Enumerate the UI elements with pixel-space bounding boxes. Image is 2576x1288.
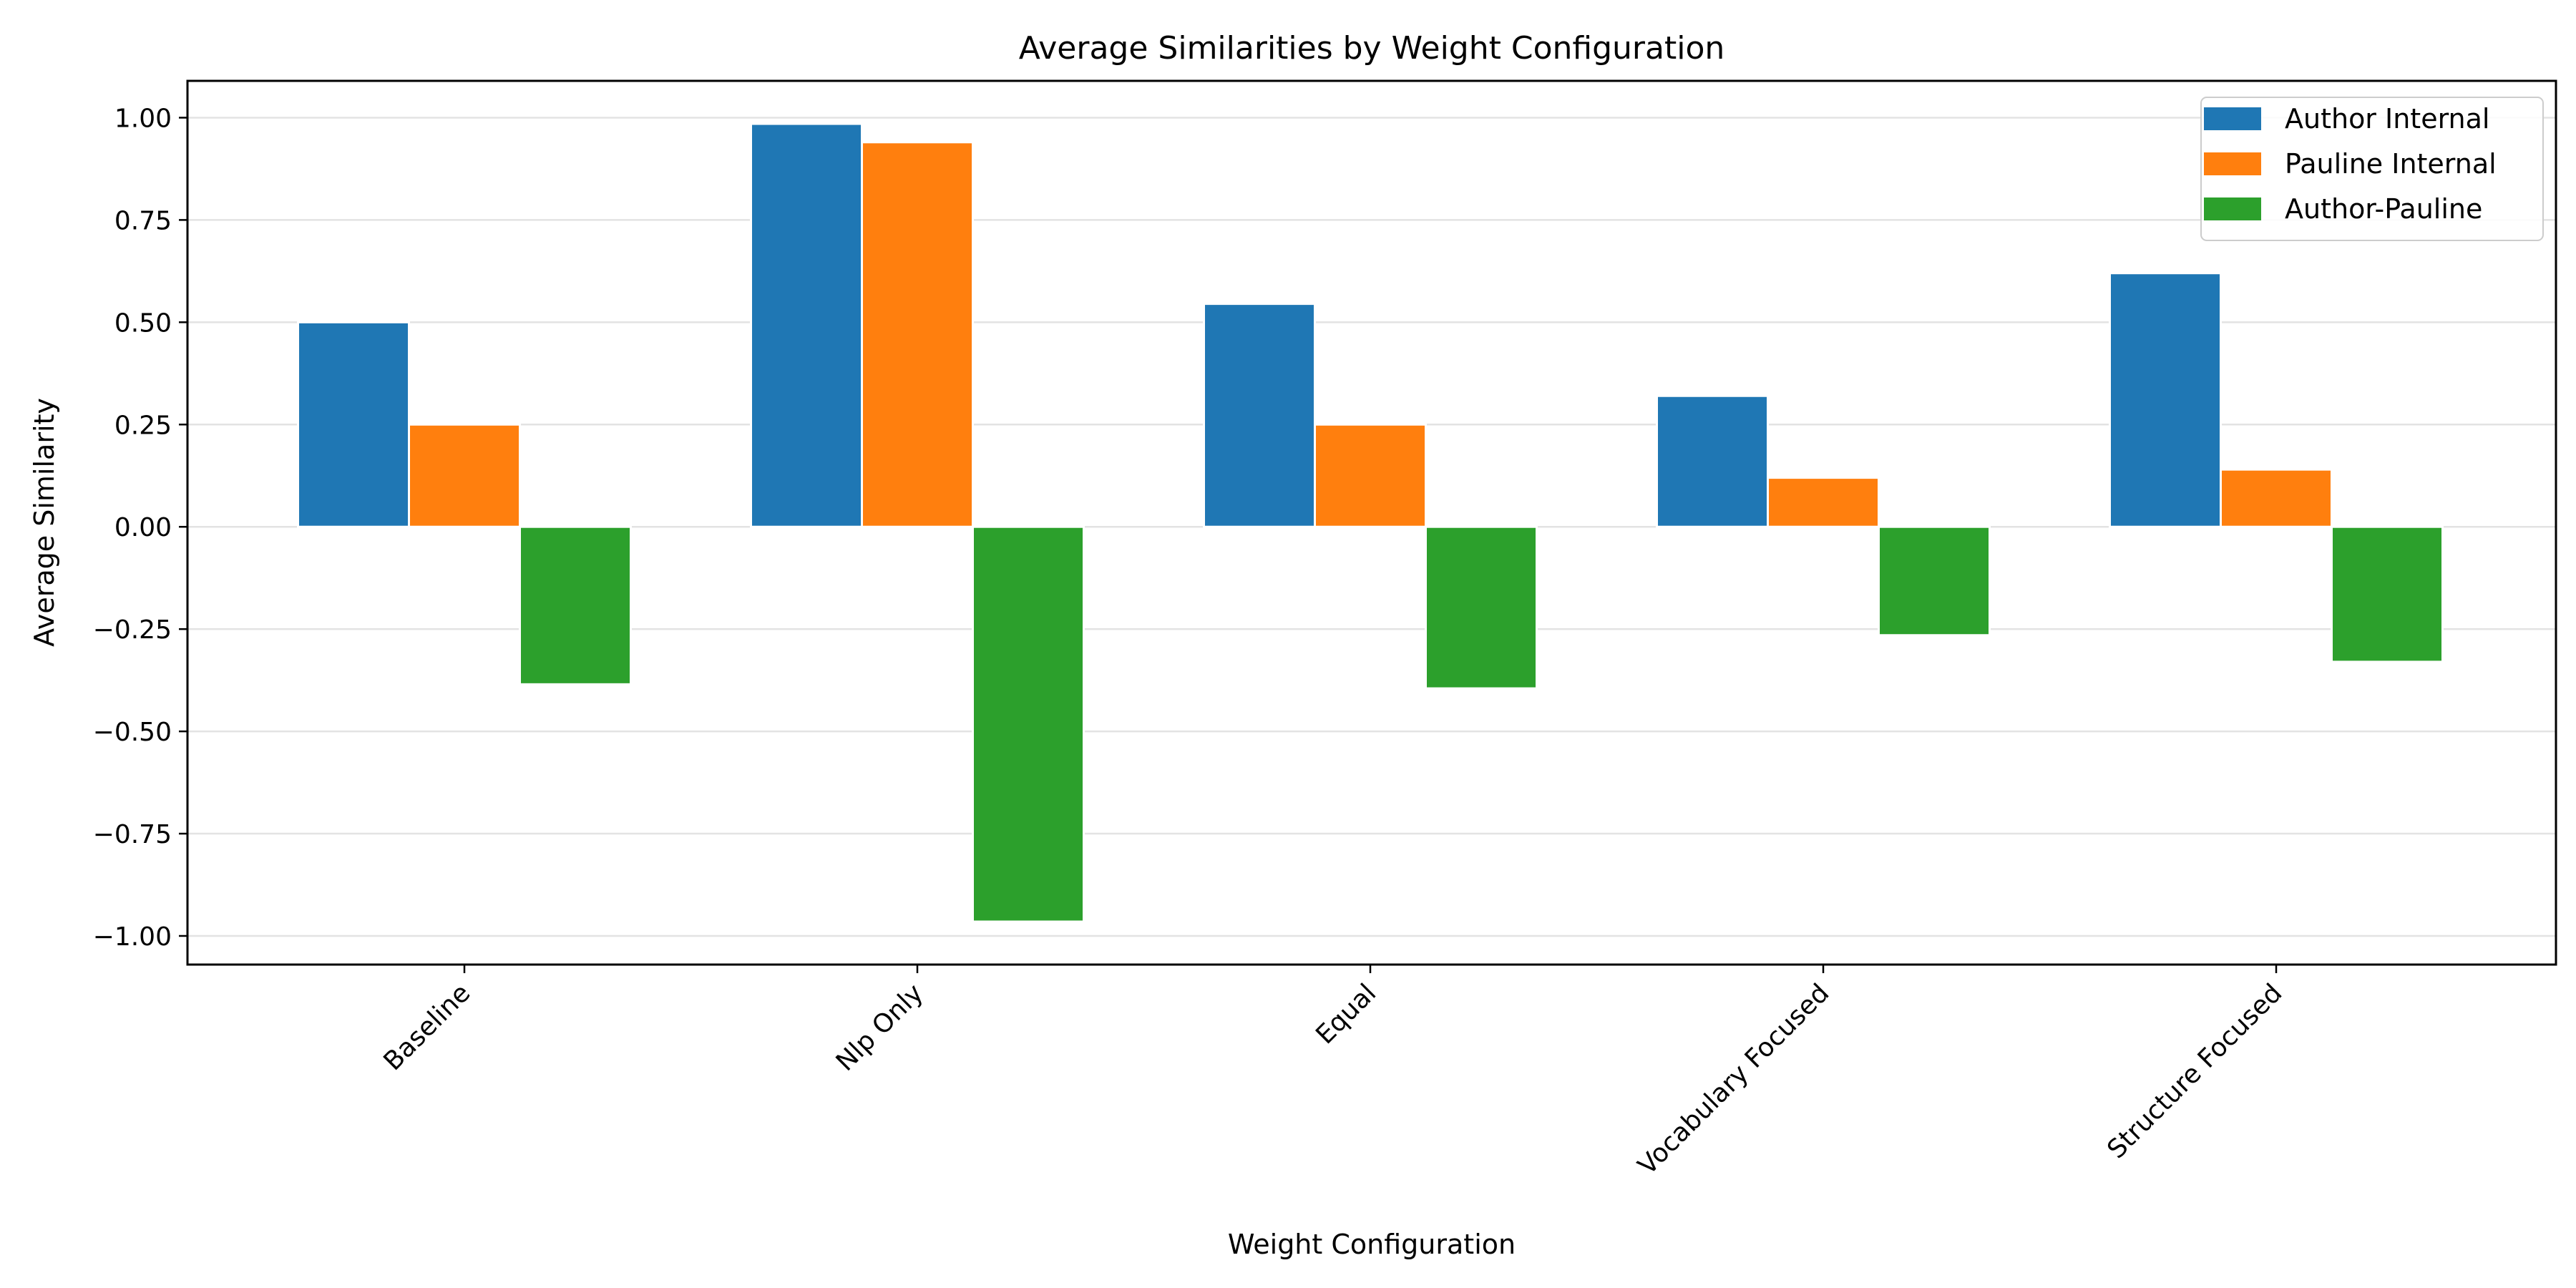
x-axis-label: Weight Configuration bbox=[1228, 1229, 1516, 1260]
legend-label: Author Internal bbox=[2285, 103, 2489, 135]
bar-author-pauline bbox=[1878, 525, 1991, 637]
y-tick-label: 0.75 bbox=[114, 206, 172, 235]
legend-frame bbox=[2200, 97, 2544, 241]
y-tick-label: −0.50 bbox=[93, 718, 172, 747]
bar-author-internal bbox=[1656, 394, 1769, 528]
legend-swatch bbox=[2204, 152, 2261, 175]
bar-author-pauline bbox=[972, 525, 1085, 923]
y-tick-label: 0.50 bbox=[114, 308, 172, 338]
legend-swatch bbox=[2204, 107, 2261, 130]
bars bbox=[297, 122, 2444, 923]
y-tick-label: −1.00 bbox=[93, 922, 172, 952]
y-axis-label: Average Similarity bbox=[29, 398, 60, 647]
bar-pauline-internal bbox=[1314, 423, 1427, 528]
chart-title: Average Similarities by Weight Configura… bbox=[1019, 30, 1725, 67]
legend: Author Internal Pauline Internal Author-Pa… bbox=[2200, 97, 2544, 241]
y-tick-label: −0.75 bbox=[93, 820, 172, 849]
bar-pauline-internal bbox=[861, 141, 974, 528]
bar-author-internal bbox=[297, 321, 410, 528]
y-tick-label: 0.25 bbox=[114, 411, 172, 440]
y-tick-label: 1.00 bbox=[114, 104, 172, 133]
plot-frame bbox=[186, 79, 2557, 966]
bar-pauline-internal bbox=[2220, 468, 2333, 528]
bar-author-internal bbox=[1203, 303, 1316, 528]
legend-label: Author-Pauline bbox=[2285, 193, 2482, 225]
y-tick-label: −0.25 bbox=[93, 615, 172, 645]
legend-label: Pauline Internal bbox=[2285, 148, 2497, 180]
y-axis-ticks: 1.00 0.75 0.50 0.25 0.00 −0.25 −0.50 −0.75 −1.00 bbox=[93, 104, 187, 952]
y-tick-label: 0.00 bbox=[114, 513, 172, 542]
bar-author-pauline bbox=[2331, 525, 2444, 663]
grid-lines bbox=[187, 117, 2556, 937]
bar-author-pauline bbox=[519, 525, 632, 686]
bar-author-internal bbox=[750, 122, 863, 528]
bar-pauline-internal bbox=[1767, 477, 1880, 528]
legend-swatch bbox=[2204, 197, 2261, 220]
bar-author-pauline bbox=[1425, 525, 1538, 690]
bar-pauline-internal bbox=[408, 423, 521, 528]
bar-author-internal bbox=[2109, 272, 2222, 528]
